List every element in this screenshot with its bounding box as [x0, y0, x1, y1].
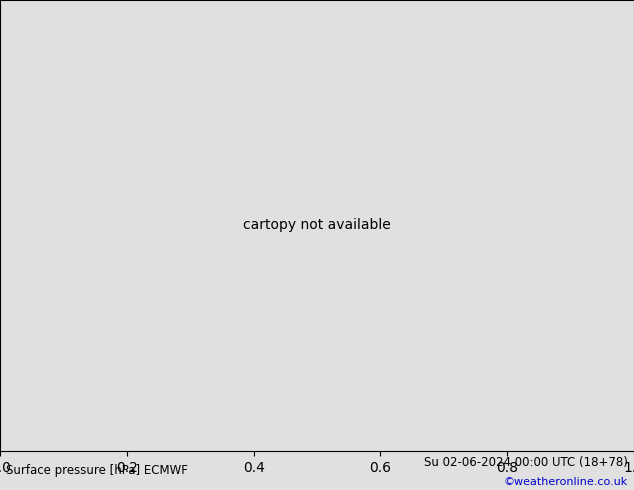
- Text: Surface pressure [hPa] ECMWF: Surface pressure [hPa] ECMWF: [6, 464, 188, 477]
- Text: ©weatheronline.co.uk: ©weatheronline.co.uk: [503, 477, 628, 487]
- Text: cartopy not available: cartopy not available: [243, 219, 391, 232]
- Text: Su 02-06-2024 00:00 UTC (18+78): Su 02-06-2024 00:00 UTC (18+78): [424, 456, 628, 469]
